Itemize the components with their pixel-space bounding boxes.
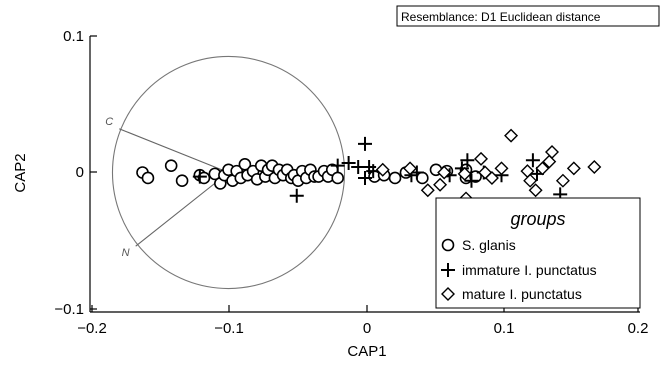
- x-axis-label: CAP1: [347, 343, 386, 360]
- point-mature-i-punctatus: [494, 161, 509, 176]
- point-s-glanis: [197, 171, 211, 185]
- point-mature-i-punctatus: [555, 173, 570, 188]
- y-axis-label: CAP2: [12, 153, 29, 192]
- point-s-glanis: [331, 171, 345, 185]
- point-immature-i-punctatus: [358, 136, 372, 151]
- vector-n-line: [135, 172, 229, 247]
- legend-marker-diamond: [441, 287, 455, 301]
- point-immature-i-punctatus: [192, 169, 207, 184]
- point-mature-i-punctatus: [545, 145, 559, 160]
- point-s-glanis: [164, 159, 178, 172]
- point-mature-i-punctatus: [484, 170, 499, 185]
- legend-symbol-diamond: [441, 287, 455, 301]
- vector-c-line: [119, 128, 229, 174]
- legend: groups S. glanis immature I. punctatus m…: [435, 197, 641, 309]
- y-tick-label: 0.1: [63, 28, 84, 45]
- point-s-glanis: [388, 171, 402, 185]
- point-immature-i-punctatus: [341, 155, 356, 170]
- point-mature-i-punctatus: [523, 173, 538, 188]
- point-immature-i-punctatus: [358, 170, 372, 185]
- x-tick-label: −0.1: [214, 320, 244, 337]
- point-s-glanis: [469, 170, 482, 183]
- point-mature-i-punctatus: [504, 128, 519, 143]
- x-axis: −0.2 −0.1 0 0.1 0.2 CAP1: [77, 305, 648, 360]
- y-tick-label: 0: [76, 164, 84, 181]
- point-mature-i-punctatus: [433, 177, 448, 192]
- point-mature-i-punctatus: [437, 165, 452, 180]
- legend-frame: [435, 197, 641, 309]
- legend-symbol-plus: [441, 263, 455, 277]
- vector-n-label: N: [122, 247, 130, 259]
- legend-symbol-circle: [441, 238, 455, 252]
- point-immature-i-punctatus: [464, 173, 479, 188]
- vector-c-label: C: [105, 116, 113, 128]
- point-immature-i-punctatus: [330, 158, 345, 173]
- point-immature-i-punctatus: [289, 188, 304, 203]
- point-s-glanis: [141, 171, 155, 185]
- point-mature-i-punctatus: [474, 151, 489, 166]
- legend-label-s-glanis: S. glanis: [462, 237, 516, 253]
- y-axis: 0.1 0 −0.1 CAP2: [12, 28, 97, 318]
- legend-marker-circle: [441, 238, 455, 252]
- correlation-circle-outline: [111, 55, 346, 290]
- correlation-circle: C N: [105, 55, 346, 290]
- y-tick-label: −0.1: [54, 301, 84, 318]
- point-mature-i-punctatus: [420, 183, 435, 198]
- badge: Resemblance: D1 Euclidean distance: [396, 5, 660, 27]
- data-points: [136, 128, 602, 206]
- badge-text: Resemblance: D1 Euclidean distance: [401, 10, 601, 24]
- badge-frame: [396, 5, 660, 27]
- point-mature-i-punctatus: [535, 161, 550, 176]
- point-immature-i-punctatus: [525, 153, 540, 168]
- x-tick-label: 0.2: [628, 320, 649, 337]
- point-mature-i-punctatus: [528, 183, 543, 198]
- legend-label-immature: immature I. punctatus: [462, 262, 597, 278]
- point-mature-i-punctatus: [566, 161, 581, 176]
- point-mature-i-punctatus: [457, 166, 472, 181]
- point-immature-i-punctatus: [460, 153, 475, 168]
- x-tick-label: 0.1: [494, 320, 515, 337]
- point-mature-i-punctatus: [403, 161, 418, 176]
- point-mature-i-punctatus: [375, 162, 390, 177]
- x-tick-label: 0: [363, 320, 371, 337]
- point-mature-i-punctatus: [587, 160, 602, 175]
- legend-title: groups: [510, 209, 565, 229]
- x-tick-label: −0.2: [77, 320, 107, 337]
- point-s-glanis: [175, 174, 189, 187]
- legend-marker-plus: [441, 263, 455, 277]
- legend-label-mature: mature I. punctatus: [462, 286, 582, 302]
- point-s-glanis: [416, 171, 429, 185]
